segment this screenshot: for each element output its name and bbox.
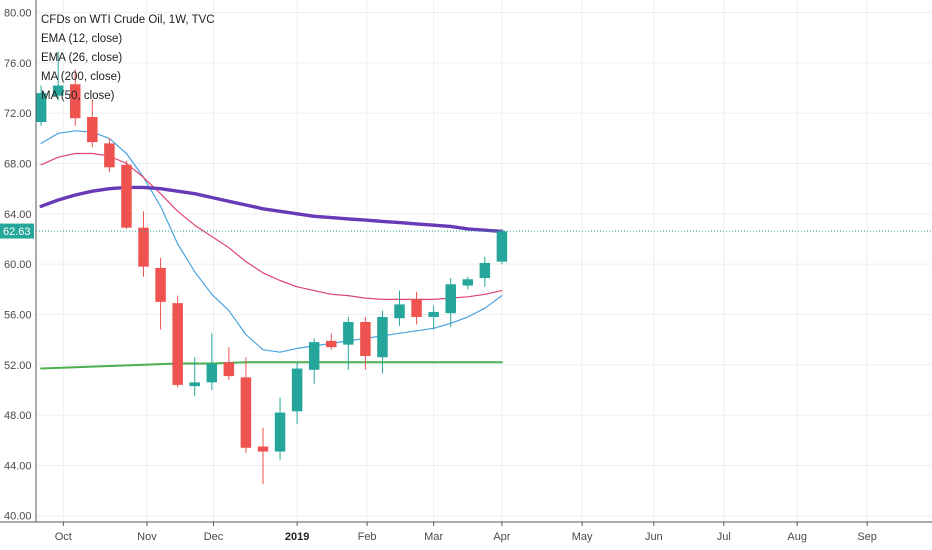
last-price-label-text: 62.63 — [3, 226, 31, 238]
candle-body — [87, 116, 98, 143]
x-tick-label: May — [572, 531, 593, 543]
candle-body — [462, 279, 474, 286]
candle-up — [35, 85, 47, 126]
legend-title: CFDs on WTI Crude Oil, 1W, TVC — [41, 14, 215, 26]
y-tick-label: 52.00 — [4, 360, 32, 372]
candle-body — [70, 84, 81, 119]
series-line-ma200 — [40, 361, 503, 370]
x-tick-label: Apr — [493, 531, 510, 543]
candle-body — [240, 377, 252, 448]
x-tick-label: Feb — [358, 531, 377, 543]
grid-lines — [36, 0, 932, 522]
x-axis[interactable]: Oct Nov Dec 2019 Feb Mar Apr May Jun Jul Aug Sep — [55, 522, 877, 543]
candle-body — [377, 316, 388, 358]
x-tick-label: Oct — [55, 531, 72, 543]
candle-up — [291, 362, 303, 424]
candle-down — [411, 291, 422, 325]
candle-body — [274, 412, 286, 452]
candle-down — [138, 211, 149, 277]
candle-body — [172, 303, 183, 385]
candle-up — [428, 305, 439, 330]
series-line-ema12 — [40, 130, 503, 353]
candle-up — [189, 357, 200, 397]
candle-down — [240, 357, 252, 453]
candle-body — [428, 311, 439, 317]
y-tick-label: 40.00 — [4, 511, 32, 523]
y-tick-label: 80.00 — [4, 8, 32, 20]
legend: CFDs on WTI Crude Oil, 1W, TVC EMA (12, … — [41, 14, 215, 102]
candle-body — [479, 262, 491, 278]
candle-body — [206, 363, 218, 383]
series-line-ma50 — [39, 185, 504, 234]
y-tick-label: 64.00 — [4, 209, 32, 221]
candle-up — [496, 228, 508, 265]
candle-up — [394, 290, 405, 326]
y-axis[interactable]: 40.00 44.00 48.00 52.00 56.00 60.00 64.00 68.00… — [4, 0, 37, 523]
candle-down — [257, 427, 269, 485]
candle-body — [394, 304, 405, 319]
candle-down — [360, 316, 371, 370]
candlesticks — [35, 51, 508, 485]
y-tick-label: 76.00 — [4, 58, 32, 70]
candle-up — [445, 277, 456, 328]
candle-body — [445, 284, 456, 314]
candle-body — [138, 227, 149, 267]
last-price-label: 62.63 — [0, 223, 34, 239]
candle-body — [257, 446, 269, 452]
y-tick-label: 60.00 — [4, 259, 32, 271]
x-tick-label: Aug — [787, 531, 807, 543]
candle-up — [274, 397, 286, 461]
y-tick-label: 48.00 — [4, 410, 32, 422]
candle-body — [411, 299, 422, 317]
candle-up — [462, 276, 474, 290]
x-tick-label: 2019 — [285, 531, 309, 543]
y-tick-label: 44.00 — [4, 460, 32, 472]
y-tick-label: 72.00 — [4, 108, 32, 120]
candle-body — [308, 342, 320, 370]
x-tick-label: Jul — [717, 531, 731, 543]
y-tick-label: 56.00 — [4, 309, 32, 321]
candle-up — [52, 51, 64, 101]
legend-ema12: EMA (12, close) — [41, 33, 122, 45]
legend-ema26: EMA (26, close) — [41, 52, 122, 64]
x-tick-label: Jun — [645, 531, 663, 543]
legend-ma50: MA (50, close) — [41, 90, 115, 102]
candle-up — [308, 338, 320, 384]
candle-body — [104, 143, 115, 168]
x-tick-label: Mar — [424, 531, 443, 543]
candle-down — [155, 257, 166, 330]
candle-body — [223, 362, 235, 377]
x-tick-label: Sep — [857, 531, 877, 543]
candle-body — [35, 93, 47, 123]
candle-down — [104, 138, 115, 173]
candle-down — [223, 347, 235, 380]
candle-up — [206, 333, 218, 390]
last-price-label-bg — [0, 223, 34, 239]
candle-up — [479, 256, 491, 287]
candle-down — [172, 295, 183, 388]
candle-body — [189, 382, 200, 387]
y-tick-label: 68.00 — [4, 159, 32, 171]
candle-down — [87, 99, 98, 148]
legend-ma200: MA (200, close) — [41, 71, 121, 83]
candle-body — [496, 231, 508, 262]
candle-body — [343, 322, 354, 345]
candle-down — [326, 333, 337, 350]
candle-body — [360, 322, 371, 356]
candle-up — [377, 310, 388, 374]
candle-body — [155, 267, 166, 302]
candle-down — [121, 161, 132, 229]
indicator-lines — [39, 130, 504, 370]
x-tick-label: Dec — [204, 531, 224, 543]
candle-down — [70, 69, 81, 126]
candle-up — [343, 316, 354, 370]
candle-body — [121, 164, 132, 228]
candle-body — [326, 340, 337, 348]
x-tick-label: Nov — [137, 531, 157, 543]
candle-body — [52, 85, 64, 96]
series-line-ema26 — [40, 152, 503, 300]
candle-body — [291, 368, 303, 412]
